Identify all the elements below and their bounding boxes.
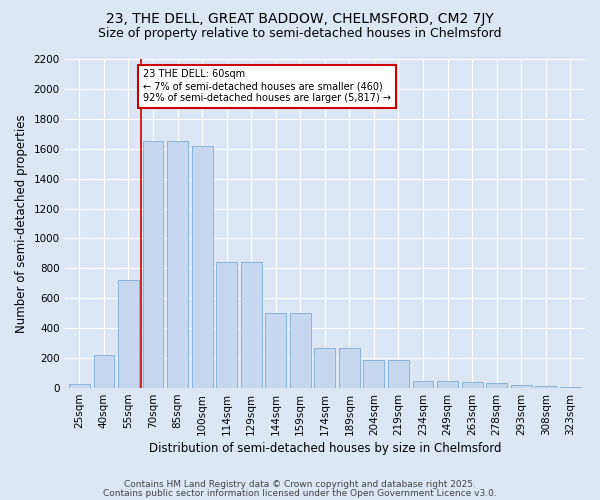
Bar: [461, 382, 482, 388]
Bar: [535, 386, 556, 388]
Bar: [388, 360, 409, 388]
Bar: [191, 146, 212, 388]
Text: 23 THE DELL: 60sqm
← 7% of semi-detached houses are smaller (460)
92% of semi-de: 23 THE DELL: 60sqm ← 7% of semi-detached…: [143, 70, 391, 102]
Bar: [265, 314, 286, 388]
Text: Contains HM Land Registry data © Crown copyright and database right 2025.: Contains HM Land Registry data © Crown c…: [124, 480, 476, 489]
Bar: [437, 380, 458, 388]
Bar: [560, 387, 581, 388]
Text: Size of property relative to semi-detached houses in Chelmsford: Size of property relative to semi-detach…: [98, 28, 502, 40]
X-axis label: Distribution of semi-detached houses by size in Chelmsford: Distribution of semi-detached houses by …: [149, 442, 501, 455]
Bar: [143, 142, 163, 388]
Text: 23, THE DELL, GREAT BADDOW, CHELMSFORD, CM2 7JY: 23, THE DELL, GREAT BADDOW, CHELMSFORD, …: [106, 12, 494, 26]
Text: Contains public sector information licensed under the Open Government Licence v3: Contains public sector information licen…: [103, 488, 497, 498]
Bar: [364, 360, 385, 388]
Bar: [314, 348, 335, 388]
Bar: [511, 385, 532, 388]
Bar: [241, 262, 262, 388]
Bar: [69, 384, 90, 388]
Bar: [486, 383, 507, 388]
Bar: [118, 280, 139, 388]
Bar: [413, 380, 433, 388]
Bar: [290, 314, 311, 388]
Bar: [216, 262, 237, 388]
Bar: [167, 142, 188, 388]
Bar: [339, 348, 360, 388]
Bar: [94, 355, 115, 388]
Y-axis label: Number of semi-detached properties: Number of semi-detached properties: [15, 114, 28, 333]
